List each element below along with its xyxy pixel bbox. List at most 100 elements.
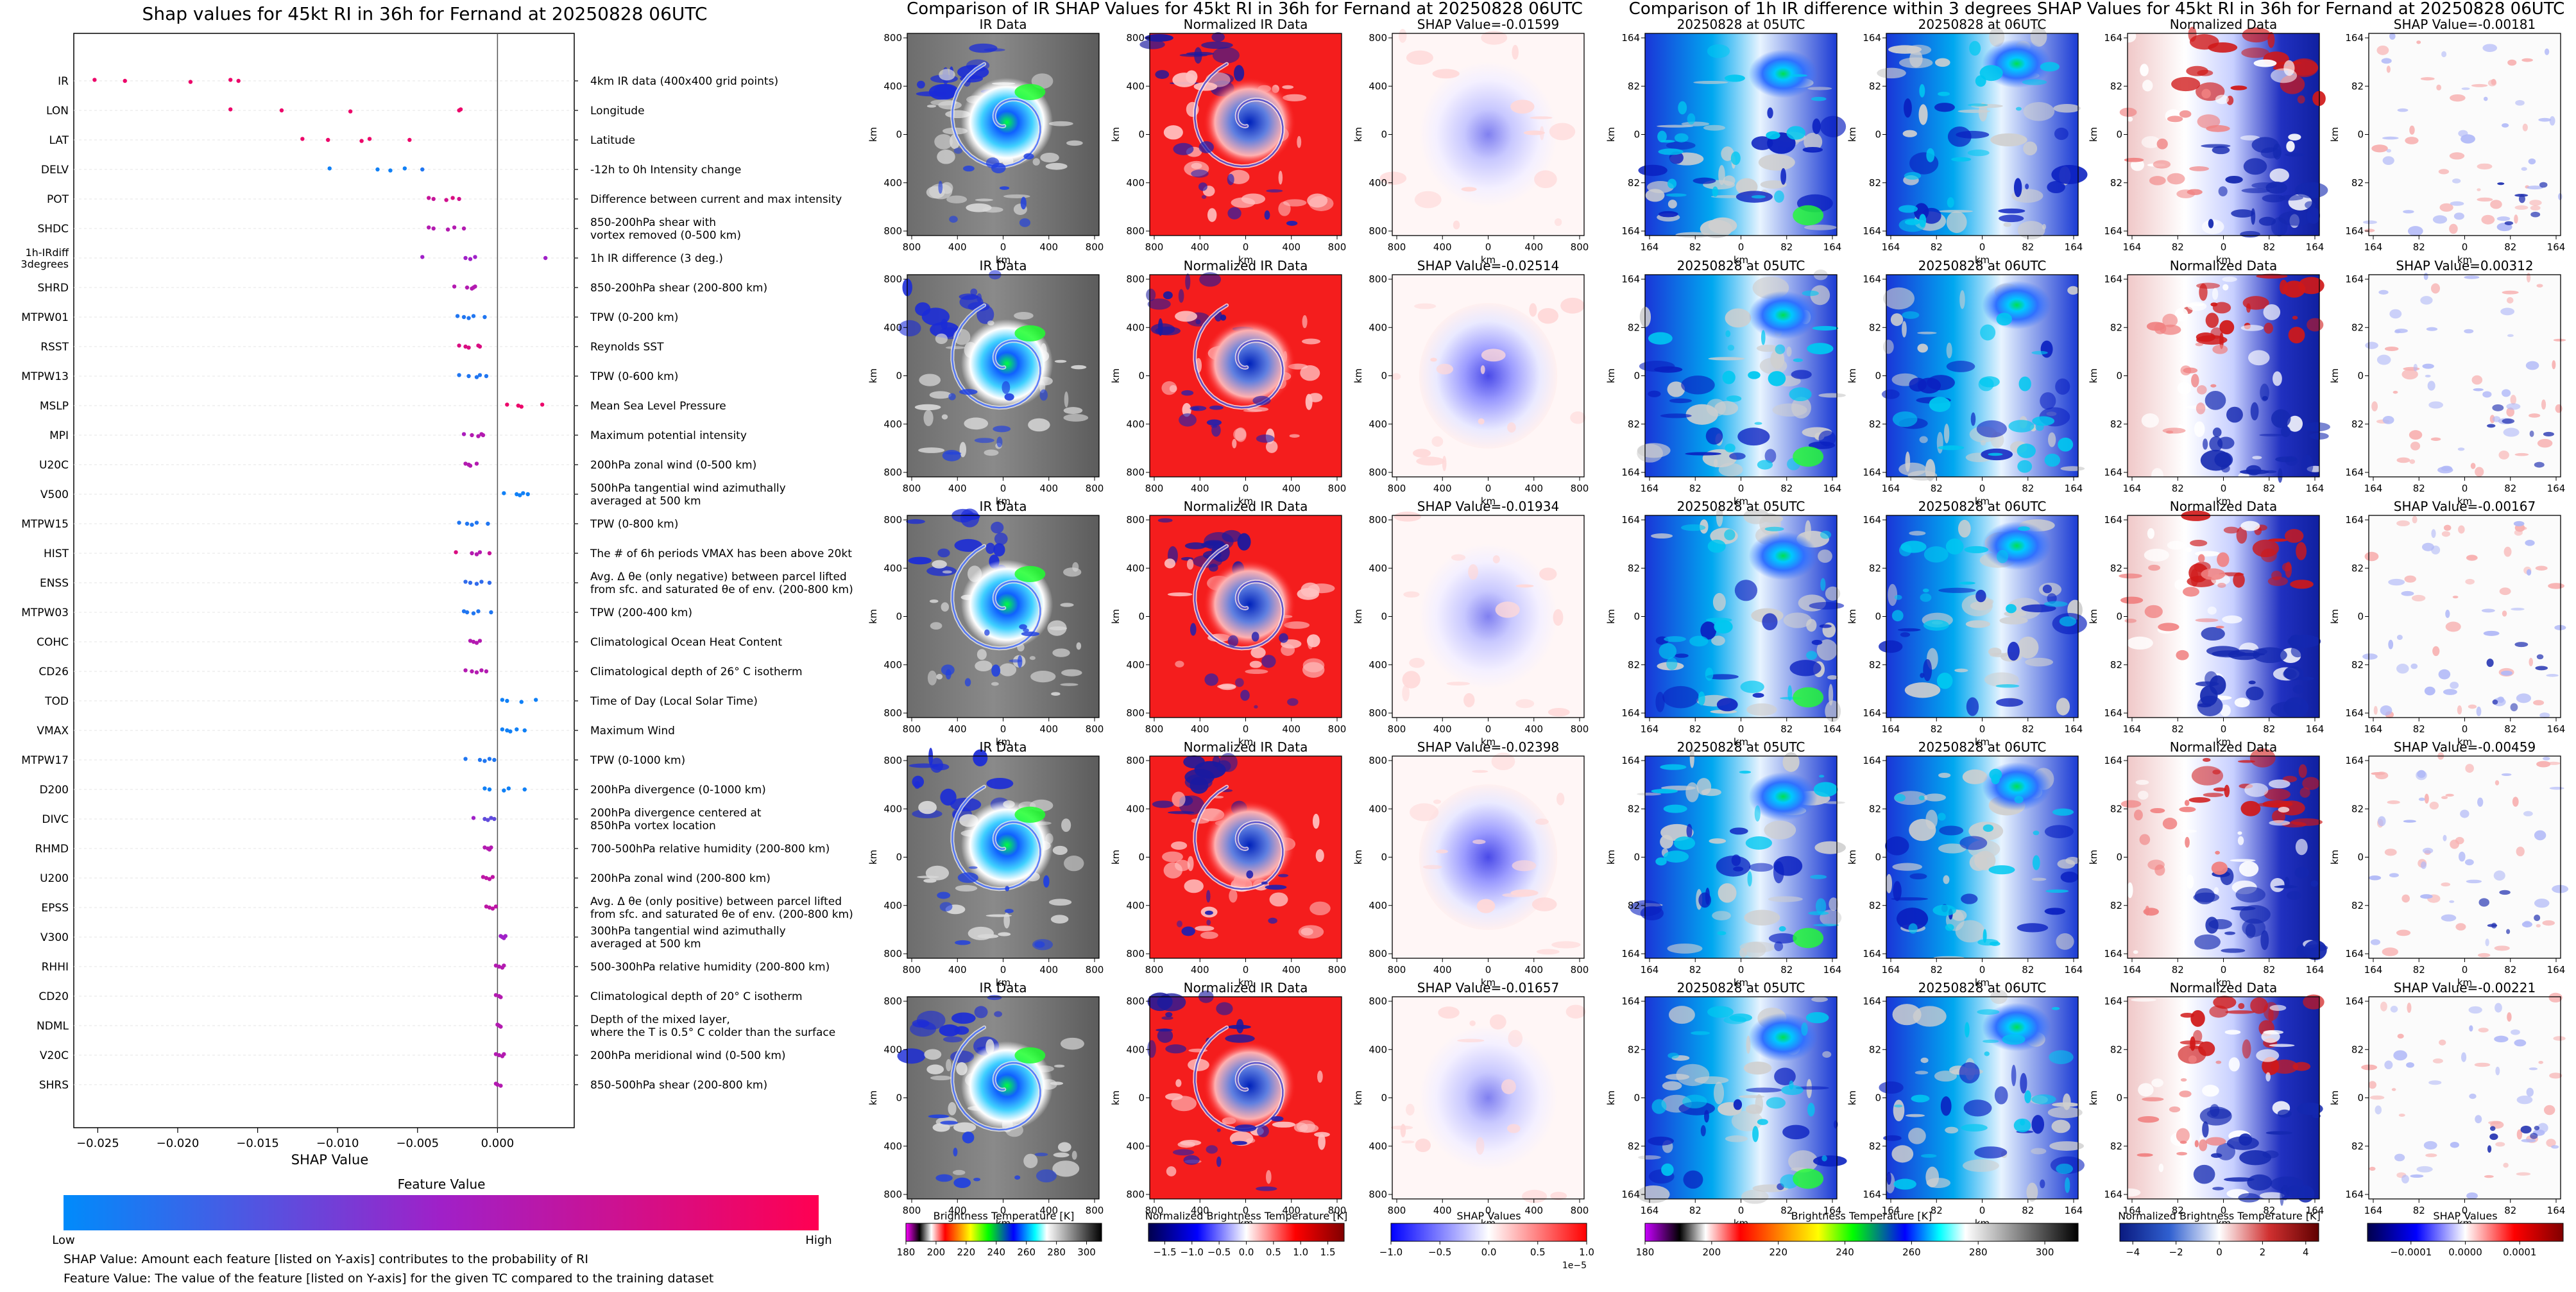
colorbar-tick-label: 220 [1769, 1246, 1787, 1258]
ndiff-negative [2260, 930, 2269, 951]
shap2-negative-speckle [2420, 296, 2433, 305]
irdiff-band [2024, 1090, 2031, 1103]
irdiff-band [1712, 186, 1719, 197]
ndiff-neutral [2187, 301, 2207, 311]
ndiff-negative [2294, 182, 2328, 198]
irdiff-band [2020, 1119, 2026, 1126]
shap2-positive-speckle [2386, 65, 2391, 73]
irdiff-band [1995, 684, 2020, 688]
shap2-positive-speckle [2424, 793, 2429, 804]
irdiff-band [1660, 764, 1687, 770]
shap2-negative-speckle [2521, 167, 2527, 171]
ir-cold-cloud [999, 186, 1010, 190]
map-x-tick-label: 800 [1388, 723, 1406, 735]
irdiff-cold-cloud [2044, 825, 2074, 838]
map-y-tick-label: 0 [896, 852, 902, 863]
map-y-tick-label: 164 [2104, 1189, 2122, 1200]
ir-cold-cloud [897, 1048, 926, 1064]
colorbar-label: Normalized Brightness Temperature [K] [1145, 1210, 1348, 1222]
shap-point [482, 759, 487, 763]
shap2-positive-speckle [2369, 1095, 2385, 1100]
ndiff-negative [2214, 452, 2233, 468]
ndiff-positive [2196, 402, 2206, 415]
map-image-ir [907, 33, 1099, 236]
irdiff-cloud [2023, 141, 2038, 156]
ndiff-neutral [2151, 1078, 2163, 1087]
shap-point [477, 639, 482, 643]
shap2-positive-speckle [2541, 399, 2546, 410]
irdiff-cloud [1904, 682, 1941, 698]
irdiff-deep-convection [1793, 687, 1824, 708]
colorbar-tick-label: −1.0 [1181, 1246, 1204, 1258]
colorbar-tick-label: 0.0001 [2503, 1246, 2537, 1258]
shap-point [473, 255, 477, 259]
shap2-positive-speckle [2553, 338, 2566, 341]
map-x-tick-label: 82 [2504, 483, 2516, 494]
shap-point [487, 551, 492, 556]
shap2-negative-speckle [2403, 210, 2414, 214]
ndiff-neutral [2286, 141, 2295, 152]
irdiff-band [2002, 1034, 2026, 1045]
ir-cloud-band [930, 1075, 952, 1081]
map-x-tick-label: 400 [1282, 964, 1301, 976]
shap2-strong-negative [2530, 211, 2541, 218]
shap-point [492, 816, 497, 822]
ir-cold-cloud [1014, 1175, 1021, 1180]
shap-feature-label: EPSS [41, 902, 69, 915]
map-y-tick-label: 800 [1126, 273, 1145, 285]
nir-cold-cloud [1209, 405, 1224, 410]
shap-point [493, 904, 499, 909]
ir-cloud-band [1053, 1152, 1070, 1158]
nir-cloud-band [1182, 402, 1191, 417]
irdiff-cloud [1946, 211, 1967, 234]
ndiff-positive [2260, 548, 2277, 562]
irdiff-cold-cloud [1700, 621, 1717, 640]
ir-cold-cloud [937, 891, 951, 899]
shap2-positive-speckle [2502, 290, 2519, 295]
map-y-tick-label: 0 [2357, 129, 2364, 141]
map-x-tick-label: 164 [1823, 483, 1842, 494]
ir-cloud-band [999, 663, 1017, 676]
map-y-tick-label: 82 [2110, 562, 2122, 574]
shap-point [470, 433, 474, 438]
shap2-positive-speckle [2457, 705, 2462, 715]
ir-cold-cloud [986, 777, 1014, 789]
nir-cold-cloud [1277, 874, 1289, 877]
irdiff-cloud [2030, 26, 2047, 47]
map-panel-title: 20250828 at 06UTC [1918, 499, 2047, 514]
ir-shap-title: Comparison of IR SHAP Values for 45kt RI… [907, 0, 1583, 19]
ndiff-positive [2193, 1029, 2203, 1043]
feature-value-high-label: High [805, 1234, 832, 1247]
nir-cold-cloud [1150, 323, 1175, 335]
shap2-negative-speckle [2382, 156, 2394, 166]
shap-point [427, 225, 431, 230]
irdiff-cold-cloud [2013, 178, 2022, 198]
map-y-tick-label: 400 [1369, 322, 1387, 333]
irdiff-band [1664, 636, 1686, 642]
map-y-axis-label: km [1605, 127, 1617, 142]
shap2-negative-speckle [2403, 820, 2416, 823]
ndiff-positive [2162, 818, 2178, 830]
irdiff-cold-cloud [1686, 823, 1693, 838]
shap-feature-description: 4km IR data (400x400 grid points) [590, 75, 778, 88]
map-panel-title: Normalized IR Data [1184, 980, 1308, 995]
irdiff-band [1648, 332, 1673, 345]
nir-cold-cloud [1256, 1186, 1277, 1191]
shap-point [455, 314, 460, 318]
map-y-axis-label: km [2088, 368, 2099, 383]
irdiff-cloud [1898, 57, 1933, 69]
irdiff-band [1789, 387, 1812, 402]
ndiff-negative [2285, 456, 2298, 466]
map-x-tick-label: 0 [2221, 483, 2227, 494]
map-y-tick-label: 400 [1126, 803, 1145, 814]
ir-cloud-band [930, 99, 958, 106]
irdiff-band [1811, 96, 1827, 101]
ndiff-neutral [2135, 780, 2149, 785]
shap-point [482, 845, 487, 850]
shap-point [470, 522, 474, 527]
map-x-tick-label: 0 [1485, 964, 1492, 976]
shap-point [489, 845, 493, 850]
map-x-tick-label: 400 [1282, 723, 1301, 735]
irdiff-cold-cloud [1751, 136, 1773, 150]
